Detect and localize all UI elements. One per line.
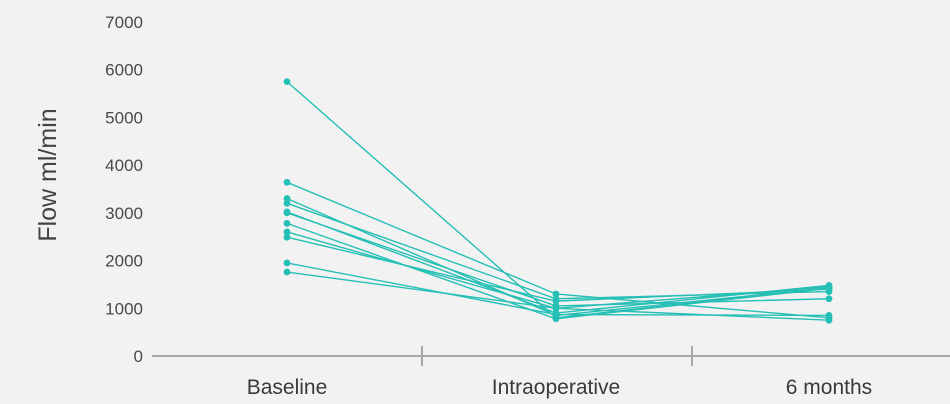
- y-axis-title: Flow ml/min: [34, 108, 62, 241]
- series-1: [283, 78, 833, 322]
- data-point: [283, 195, 291, 202]
- data-point: [283, 233, 291, 241]
- axes: Flow ml/min: [34, 108, 950, 357]
- data-point: [283, 219, 291, 227]
- data-point: [552, 290, 560, 298]
- series-9: [283, 233, 833, 305]
- y-axis-ticks: 0 1000 2000 3000 4000 5000 6000 7000: [105, 13, 143, 366]
- y-tick-label: 6000: [105, 61, 143, 80]
- series-line: [286, 202, 830, 300]
- data-point: [283, 228, 291, 236]
- series-11: [283, 268, 833, 324]
- y-tick-label: 0: [134, 347, 143, 366]
- data-point: [825, 295, 833, 303]
- y-tick-label: 1000: [105, 299, 143, 318]
- series-10: [283, 259, 833, 319]
- data-point: [283, 268, 291, 276]
- y-tick-label: 7000: [105, 13, 143, 32]
- data-point: [552, 297, 560, 305]
- series-group: [283, 78, 833, 324]
- data-point: [283, 259, 291, 267]
- x-category-label: 6 months: [786, 376, 872, 399]
- data-point: [825, 285, 833, 293]
- data-point: [552, 311, 560, 318]
- data-point: [283, 209, 291, 217]
- data-point: [825, 316, 833, 324]
- data-point: [552, 304, 560, 312]
- y-tick-label: 5000: [105, 108, 143, 127]
- y-tick-label: 4000: [105, 156, 143, 175]
- data-point: [283, 178, 291, 186]
- x-axis-ticks: Baseline Intraoperative 6 months: [247, 346, 872, 399]
- y-tick-label: 2000: [105, 252, 143, 271]
- x-category-label: Baseline: [247, 376, 328, 399]
- x-category-label: Intraoperative: [492, 376, 620, 399]
- data-point: [283, 199, 291, 207]
- data-point: [825, 312, 833, 319]
- data-point: [283, 78, 291, 86]
- y-tick-label: 3000: [105, 204, 143, 223]
